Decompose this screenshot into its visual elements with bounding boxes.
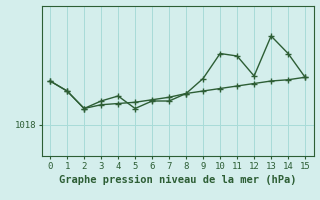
X-axis label: Graphe pression niveau de la mer (hPa): Graphe pression niveau de la mer (hPa) — [59, 175, 296, 185]
